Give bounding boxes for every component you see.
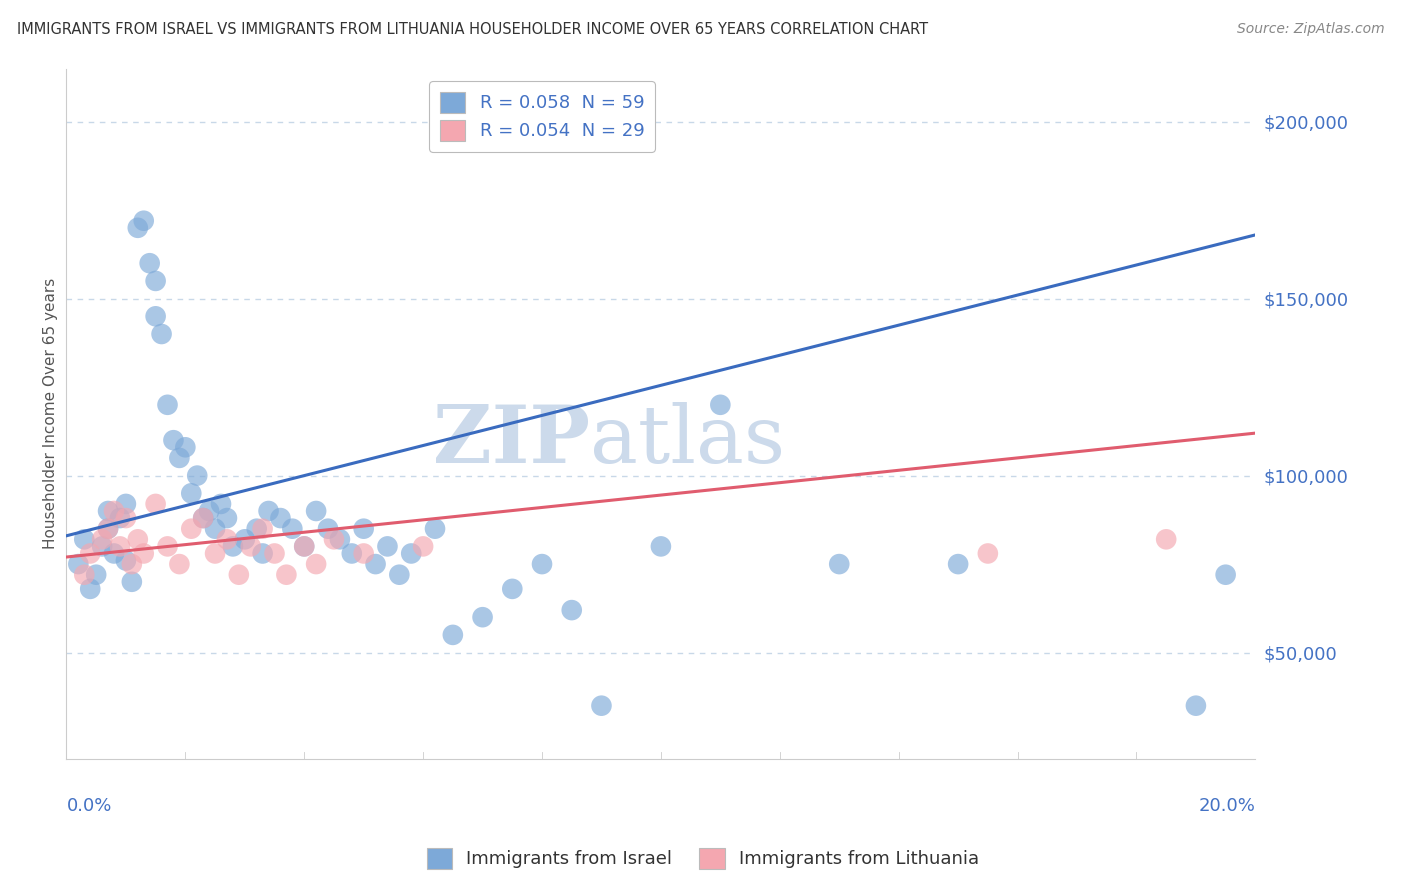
Point <box>108 540 131 554</box>
Point <box>215 511 238 525</box>
Point <box>353 522 375 536</box>
Point <box>561 603 583 617</box>
Point <box>1215 567 1237 582</box>
Point <box>501 582 523 596</box>
Text: IMMIGRANTS FROM ISRAEL VS IMMIGRANTS FROM LITHUANIA HOUSEHOLDER INCOME OVER 65 Y: IMMIGRANTS FROM ISRAEL VS IMMIGRANTS FRO… <box>17 22 928 37</box>
Point <box>121 574 143 589</box>
Point <box>323 533 346 547</box>
Point <box>709 398 731 412</box>
Point <box>145 274 167 288</box>
Point <box>252 546 274 560</box>
Point <box>67 557 90 571</box>
Point <box>91 533 114 547</box>
Point <box>276 567 298 582</box>
Point <box>263 546 285 560</box>
Point <box>145 310 167 324</box>
Point <box>292 540 315 554</box>
Point <box>193 511 215 525</box>
Point <box>329 533 352 547</box>
Point <box>145 497 167 511</box>
Point <box>423 522 446 536</box>
Point <box>115 497 138 511</box>
Point <box>222 540 245 554</box>
Point <box>316 522 339 536</box>
Text: ZIP: ZIP <box>433 402 589 480</box>
Point <box>292 540 315 554</box>
Point <box>281 522 304 536</box>
Point <box>180 486 202 500</box>
Point <box>246 522 269 536</box>
Point <box>412 540 434 554</box>
Point <box>169 557 191 571</box>
Point <box>138 256 160 270</box>
Point <box>97 522 120 536</box>
Point <box>531 557 554 571</box>
Point <box>269 511 291 525</box>
Point <box>156 540 179 554</box>
Point <box>132 213 155 227</box>
Point <box>209 497 232 511</box>
Point <box>204 522 226 536</box>
Legend: Immigrants from Israel, Immigrants from Lithuania: Immigrants from Israel, Immigrants from … <box>419 840 987 876</box>
Point <box>150 326 173 341</box>
Point <box>946 557 969 571</box>
Point <box>377 540 399 554</box>
Text: 20.0%: 20.0% <box>1198 797 1256 814</box>
Point <box>97 522 120 536</box>
Point <box>204 546 226 560</box>
Point <box>1154 533 1177 547</box>
Point <box>198 504 221 518</box>
Point <box>79 582 101 596</box>
Point <box>169 450 191 465</box>
Point <box>115 553 138 567</box>
Text: Source: ZipAtlas.com: Source: ZipAtlas.com <box>1237 22 1385 37</box>
Point <box>233 533 256 547</box>
Point <box>84 567 107 582</box>
Point <box>340 546 363 560</box>
Text: 0.0%: 0.0% <box>66 797 112 814</box>
Y-axis label: Householder Income Over 65 years: Householder Income Over 65 years <box>44 278 58 549</box>
Point <box>471 610 494 624</box>
Point <box>364 557 387 571</box>
Point <box>252 522 274 536</box>
Point <box>108 511 131 525</box>
Point <box>115 511 138 525</box>
Point <box>156 398 179 412</box>
Point <box>591 698 613 713</box>
Point <box>132 546 155 560</box>
Point <box>977 546 1000 560</box>
Point <box>103 546 125 560</box>
Point <box>91 540 114 554</box>
Point <box>353 546 375 560</box>
Point <box>305 557 328 571</box>
Point <box>186 468 208 483</box>
Point <box>239 540 262 554</box>
Point <box>162 433 184 447</box>
Text: atlas: atlas <box>589 402 785 480</box>
Point <box>305 504 328 518</box>
Point <box>127 220 149 235</box>
Point <box>399 546 422 560</box>
Point <box>228 567 250 582</box>
Point <box>103 504 125 518</box>
Point <box>73 533 96 547</box>
Point <box>441 628 464 642</box>
Point <box>79 546 101 560</box>
Point <box>215 533 238 547</box>
Point <box>193 511 215 525</box>
Point <box>121 557 143 571</box>
Point <box>1185 698 1208 713</box>
Point <box>127 533 149 547</box>
Point <box>650 540 672 554</box>
Point <box>73 567 96 582</box>
Point <box>97 504 120 518</box>
Point <box>180 522 202 536</box>
Point <box>257 504 280 518</box>
Point <box>828 557 851 571</box>
Point <box>174 440 197 454</box>
Legend: R = 0.058  N = 59, R = 0.054  N = 29: R = 0.058 N = 59, R = 0.054 N = 29 <box>429 81 655 152</box>
Point <box>388 567 411 582</box>
